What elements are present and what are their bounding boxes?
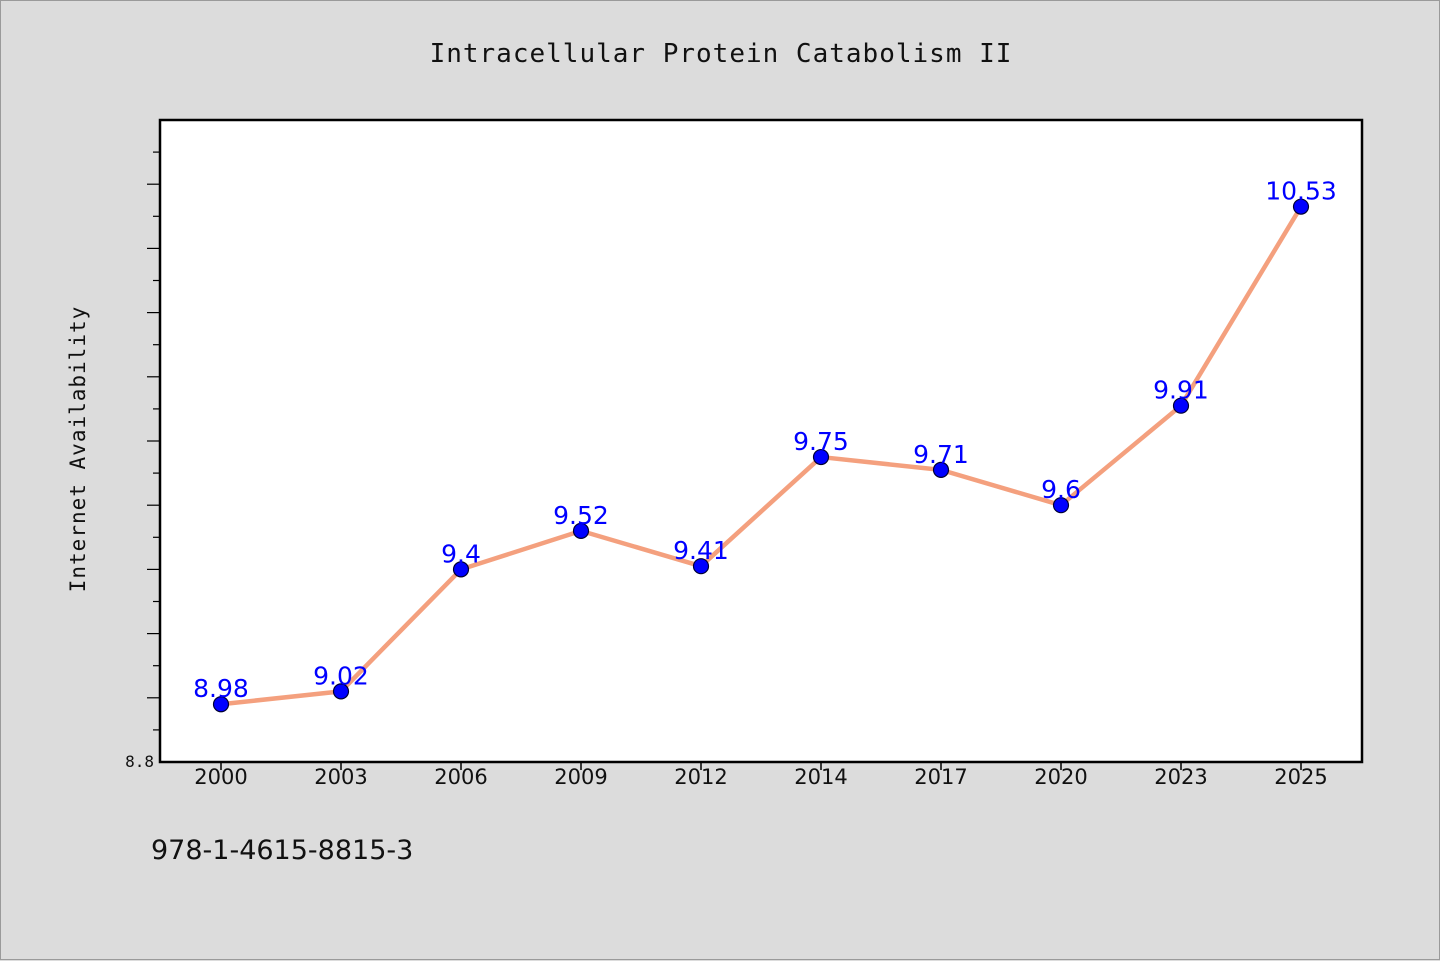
data-point bbox=[452, 561, 470, 578]
data-point bbox=[212, 696, 230, 713]
data-label: 9.71 bbox=[913, 440, 969, 469]
y-axis-ticks bbox=[147, 151, 160, 731]
series-line-group bbox=[218, 204, 1304, 707]
series-marker-group bbox=[212, 198, 1310, 713]
data-label: 9.52 bbox=[553, 501, 609, 530]
data-label: 8.98 bbox=[193, 674, 249, 703]
data-point bbox=[332, 683, 350, 700]
x-axis-tick-labels: 2000 2003 2006 2009 2012 2014 2017 2020 2023 2025 bbox=[194, 765, 1327, 789]
x-tick-label: 2014 bbox=[794, 765, 847, 789]
isbn-footnote: 978-1-4615-8815-3 bbox=[151, 835, 414, 866]
data-label-group: 8.98 9.02 9.4 9.52 9.41 9.75 9.71 9.6 9.91 10.53 bbox=[193, 177, 1337, 704]
data-label: 9.4 bbox=[441, 539, 481, 568]
x-tick-label: 2000 bbox=[194, 765, 247, 789]
data-point bbox=[1172, 397, 1190, 414]
data-point bbox=[812, 448, 830, 466]
data-point bbox=[932, 461, 950, 478]
y-tick-label: 8.8 bbox=[125, 752, 154, 771]
data-point bbox=[1292, 198, 1310, 215]
x-tick-label: 2017 bbox=[914, 765, 967, 789]
x-axis-ticks bbox=[220, 762, 1302, 770]
data-label: 9.75 bbox=[793, 427, 849, 456]
y-axis-label: Internet Availability bbox=[66, 306, 90, 593]
data-label: 9.6 bbox=[1041, 475, 1081, 504]
chart-title: Intracellular Protein Catabolism II bbox=[430, 39, 1013, 69]
x-tick-label: 2025 bbox=[1274, 765, 1327, 789]
x-tick-label: 2006 bbox=[434, 765, 487, 789]
data-point bbox=[1052, 497, 1070, 514]
data-point bbox=[692, 558, 710, 575]
data-label: 10.53 bbox=[1265, 177, 1337, 206]
x-tick-label: 2012 bbox=[674, 765, 727, 789]
data-label: 9.41 bbox=[673, 536, 729, 565]
x-tick-label: 2003 bbox=[314, 765, 367, 789]
x-tick-label: 2009 bbox=[554, 765, 607, 789]
data-label: 9.02 bbox=[313, 661, 369, 690]
x-tick-label: 2023 bbox=[1154, 765, 1207, 789]
y-axis-tick-labels: 8.8 bbox=[125, 752, 154, 771]
x-tick-label: 2020 bbox=[1034, 765, 1087, 789]
data-label: 9.91 bbox=[1153, 376, 1209, 405]
data-point bbox=[572, 522, 590, 539]
series-line bbox=[218, 204, 1304, 707]
plot-area bbox=[158, 118, 1364, 764]
